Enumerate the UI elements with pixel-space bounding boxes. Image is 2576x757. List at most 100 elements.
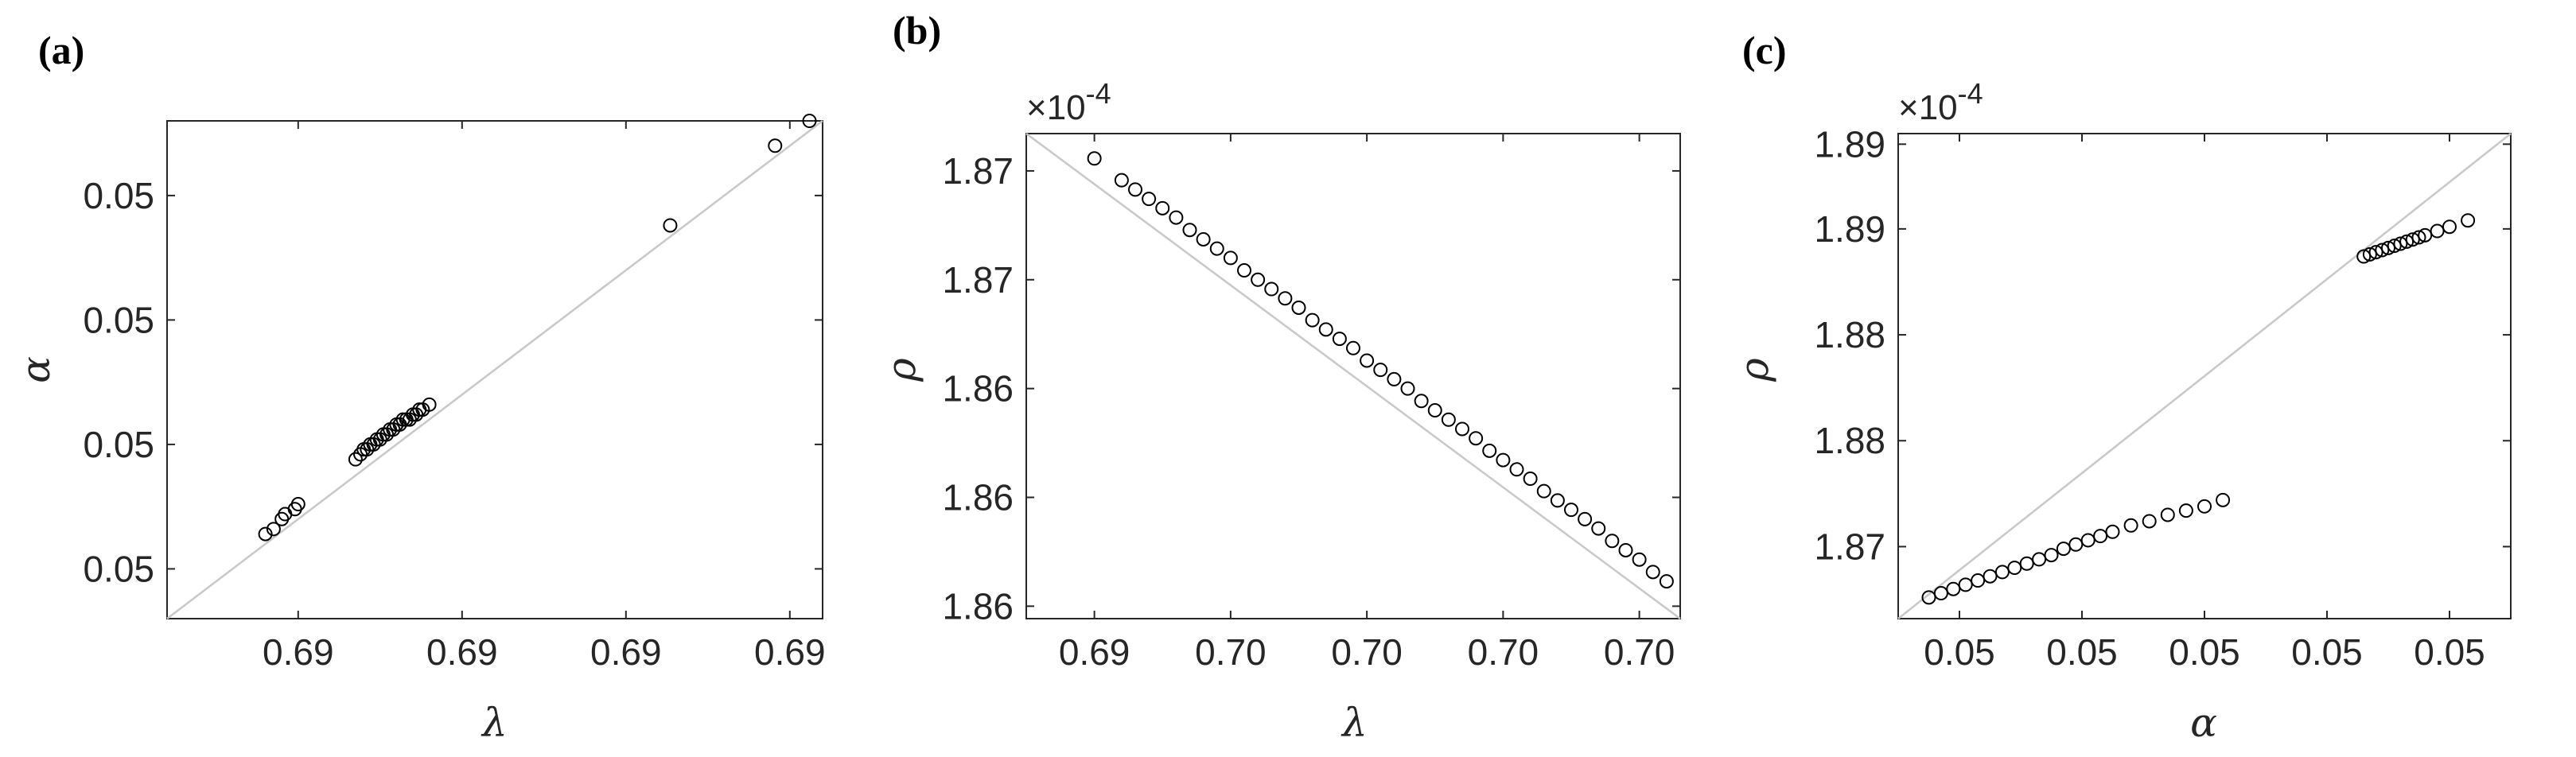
- panel-label: (b): [893, 8, 941, 52]
- exponent-label: ×10-4: [1898, 77, 1983, 128]
- data-point: [1169, 210, 1184, 225]
- panel-c: (c) ×10-4 α ρ 0.05 0.05 0.05 0.05 0.05 1.87 1.…: [1731, 28, 2512, 746]
- data-point: [768, 138, 783, 153]
- data-point: [1441, 412, 1456, 427]
- data-point: [2430, 223, 2445, 239]
- plot-layer: 0.69 0.70 0.70 0.70 0.70 1.86 1.86 1.86 1.87 1.87: [942, 132, 1681, 673]
- y-tick-label: 1.86: [942, 368, 1014, 410]
- data-point: [2093, 529, 2108, 544]
- exponent-label: ×10-4: [1026, 77, 1111, 128]
- data-point: [266, 522, 281, 537]
- data-point: [2123, 518, 2138, 533]
- data-point: [1550, 493, 1565, 508]
- data-point: [1291, 300, 1306, 315]
- data-point: [802, 114, 817, 128]
- y-tick-label: 1.87: [1814, 526, 1885, 567]
- data-point: [2044, 548, 2059, 563]
- data-point: [1332, 332, 1347, 347]
- plot-layer: 0.05 0.05 0.05 0.05 0.05 1.87 1.88 1.88 1.89 1.89: [1814, 123, 2512, 673]
- data-point: [290, 497, 305, 512]
- y-tick-label: 1.86: [942, 477, 1014, 518]
- data-point: [1128, 182, 1142, 197]
- data-point: [2356, 249, 2372, 264]
- x-axis-label: λ: [1341, 700, 1368, 746]
- x-axis-label: α: [2190, 700, 2217, 746]
- data-point: [1155, 200, 1170, 215]
- x-tick-label: 0.70: [1331, 631, 1403, 673]
- plot-layer: 0.69 0.69 0.69 0.69 0.05 0.05 0.05 0.05: [83, 114, 826, 673]
- x-axis-label: λ: [481, 700, 508, 746]
- y-axis-label: ρ: [878, 358, 924, 382]
- data-point: [1632, 552, 1647, 567]
- x-tick-label: 0.70: [1604, 631, 1675, 673]
- x-tick-label: 0.05: [1924, 631, 1995, 673]
- data-point: [1536, 483, 1551, 499]
- data-point: [1994, 565, 2010, 580]
- data-point: [1114, 173, 1129, 188]
- plot-frame: [166, 120, 823, 619]
- x-tick-label: 0.05: [2046, 631, 2118, 673]
- y-tick-label: 0.05: [83, 175, 154, 216]
- y-tick-label: 1.88: [1814, 314, 1885, 355]
- data-point: [258, 526, 273, 542]
- x-tick-label: 0.69: [426, 631, 498, 673]
- data-point: [1251, 272, 1266, 287]
- data-point: [2007, 561, 2022, 576]
- x-tick-label: 0.05: [2169, 631, 2240, 673]
- x-tick-label: 0.05: [2414, 631, 2485, 673]
- data-point: [2032, 552, 2047, 567]
- data-point: [2418, 227, 2433, 243]
- plot-frame: [1025, 133, 1681, 619]
- data-point: [1618, 542, 1633, 557]
- data-point: [1196, 231, 1211, 247]
- x-tick-label: 0.05: [2291, 631, 2363, 673]
- data-point: [1983, 569, 1998, 584]
- data-point: [1564, 503, 1578, 518]
- data-point: [1659, 574, 1674, 589]
- data-point: [2068, 537, 2084, 552]
- data-point: [348, 452, 363, 467]
- data-point: [1958, 577, 1973, 592]
- data-point: [1946, 581, 1961, 596]
- data-point: [2442, 219, 2457, 235]
- data-point: [1346, 340, 1360, 355]
- x-tick-label: 0.69: [590, 631, 662, 673]
- data-point: [1414, 394, 1429, 409]
- data-point: [1142, 192, 1157, 207]
- data-point: [2142, 514, 2157, 529]
- data-point: [1591, 521, 1606, 536]
- reference-line: [1025, 132, 1681, 620]
- x-tick-label: 0.69: [1059, 631, 1130, 673]
- reference-line: [166, 120, 823, 619]
- data-point: [2387, 239, 2402, 254]
- data-point: [1360, 353, 1375, 368]
- data-point: [2105, 524, 2120, 539]
- y-axis-label: α: [13, 356, 59, 383]
- x-tick-label: 0.69: [263, 631, 334, 673]
- data-point: [2216, 492, 2231, 507]
- y-tick-label: 0.05: [83, 548, 154, 589]
- data-point: [1469, 431, 1484, 446]
- data-point: [1182, 223, 1197, 238]
- panel-label: (c): [1742, 28, 1787, 72]
- data-point: [2178, 503, 2193, 518]
- data-point: [1223, 250, 1238, 266]
- y-axis-label: ρ: [1731, 358, 1777, 382]
- data-point: [2375, 243, 2390, 258]
- data-point: [1087, 151, 1102, 166]
- data-point: [1605, 534, 1620, 549]
- panel-a: (a) λ α 0.69 0.69 0.69 0.69 0.05 0.05 0.05 0.05: [13, 28, 826, 746]
- data-point: [2362, 247, 2377, 262]
- data-point: [1933, 586, 1948, 601]
- x-tick-label: 0.70: [1468, 631, 1539, 673]
- x-tick-label: 0.69: [754, 631, 826, 673]
- data-point: [663, 218, 678, 233]
- data-point: [2405, 232, 2420, 247]
- x-tick-label: 0.70: [1195, 631, 1267, 673]
- data-point: [1509, 462, 1524, 477]
- y-tick-label: 1.89: [1814, 123, 1885, 165]
- data-point: [1237, 263, 1251, 278]
- data-point: [1921, 590, 1936, 605]
- data-point: [1400, 381, 1415, 396]
